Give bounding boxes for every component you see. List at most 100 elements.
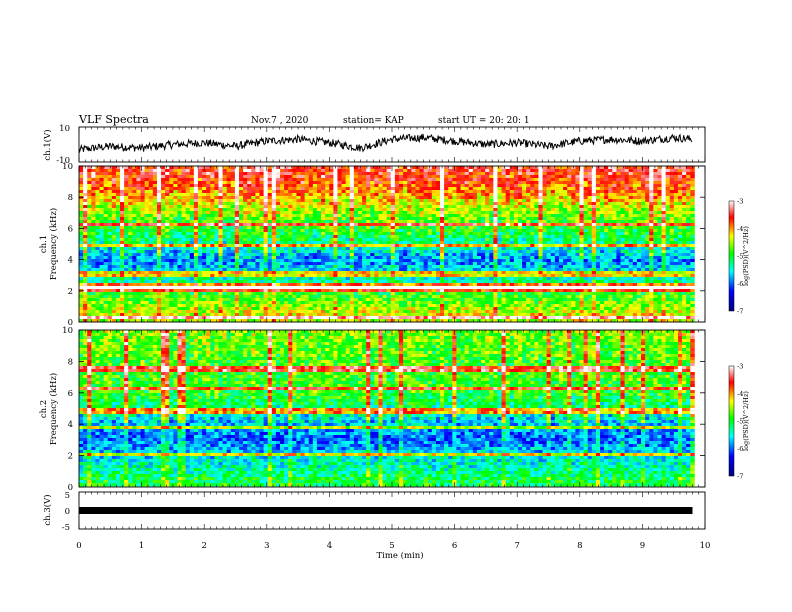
spectrogram-cell — [423, 229, 429, 233]
spectrogram-cell — [686, 214, 691, 218]
spectrogram-cell — [325, 181, 330, 185]
spectrogram-cell — [263, 220, 269, 224]
spectrogram-cell — [316, 181, 322, 185]
spectrogram-cell — [497, 214, 502, 218]
spectrogram-cell — [128, 184, 133, 188]
spectrogram-cell — [243, 223, 248, 227]
spectrogram-cell — [226, 172, 232, 176]
spectrogram-cell — [415, 232, 420, 236]
spectrogram-cell — [468, 253, 474, 257]
spectrogram-cell — [497, 190, 502, 194]
spectrogram-cell — [509, 190, 515, 194]
spectrogram-cell — [107, 235, 113, 239]
spectrogram-cell — [440, 259, 445, 263]
spectrogram-cell — [632, 220, 638, 224]
spectrogram-cell — [79, 262, 84, 266]
spectrogram-cell — [464, 184, 470, 188]
spectrogram-cell — [563, 202, 568, 206]
spectrogram-cell — [686, 241, 691, 245]
spectrogram-cell — [374, 214, 379, 218]
spectrogram-cell — [206, 199, 211, 203]
spectrogram-cell — [132, 250, 137, 254]
spectrogram-cell — [595, 205, 601, 209]
spectrogram-cell — [156, 187, 162, 191]
spectrogram-cell — [353, 259, 359, 263]
spectrogram-cell — [509, 217, 515, 221]
spectrogram-cell — [284, 247, 289, 251]
spectrogram-cell — [124, 184, 129, 188]
spectrogram-cell — [173, 238, 178, 242]
spectrogram-cell — [374, 199, 379, 203]
spectrogram-cell — [214, 235, 219, 239]
spectrogram-cell — [669, 181, 675, 185]
spectrogram-cell — [115, 262, 121, 266]
spectrogram-cell — [534, 214, 539, 218]
spectrogram-cell — [526, 172, 531, 176]
spectrogram-cell — [374, 256, 379, 260]
spectrogram-cell — [366, 253, 371, 257]
spectrogram-cell — [653, 253, 658, 257]
spectrogram-cell — [407, 187, 412, 191]
spectrogram-cell — [390, 172, 396, 176]
spectrogram-cell — [567, 250, 572, 254]
spectrogram-cell — [448, 187, 453, 191]
spectrogram-cell — [161, 250, 166, 254]
spectrogram-cell — [341, 193, 347, 197]
spectrogram-cell — [357, 229, 363, 233]
spectrogram-cell — [161, 223, 166, 227]
spectrogram-cell — [115, 217, 121, 221]
spectrogram-cell — [243, 232, 248, 236]
spectrogram-cell — [567, 220, 572, 224]
spectrogram-cell — [595, 175, 601, 179]
spectrogram-cell — [128, 229, 133, 233]
spectrogram-cell — [448, 244, 453, 248]
spectrogram-cell — [476, 259, 482, 263]
spectrogram-cell — [255, 262, 260, 266]
spectrogram-cell — [665, 223, 671, 227]
spectrogram-cell — [501, 217, 507, 221]
spectrogram-cell — [275, 232, 281, 236]
spectrogram-cell — [657, 238, 662, 242]
spectrogram-cell — [111, 223, 117, 227]
spectrogram-cell — [107, 226, 113, 230]
spectrogram-cell — [107, 259, 113, 263]
spectrogram-cell — [255, 256, 260, 260]
spectrogram-cell — [243, 253, 248, 257]
spectrogram-cell — [501, 250, 507, 254]
spectrogram-cell — [481, 199, 486, 203]
spectrogram-cell — [83, 256, 88, 260]
spectrogram-cell — [234, 256, 240, 260]
spectrogram-cell — [247, 241, 252, 245]
spectrogram-cell — [431, 172, 437, 176]
spectrogram-cell — [522, 244, 527, 248]
spectrogram-cell — [210, 208, 215, 212]
spectrogram-cell — [321, 247, 326, 251]
spectrogram-cell — [275, 256, 281, 260]
spectrogram-cell — [99, 217, 105, 221]
spectrogram-cell — [686, 262, 691, 266]
spectrogram-cell — [300, 169, 306, 173]
spectrogram-cell — [349, 262, 355, 266]
spectrogram-cell — [202, 229, 207, 233]
spectrogram-cell — [370, 223, 375, 227]
spectrogram-cell — [321, 208, 326, 212]
spectrogram-cell — [505, 193, 511, 197]
spectrogram-cell — [575, 199, 580, 203]
spectrogram-cell — [440, 184, 445, 188]
spectrogram-cell — [304, 241, 310, 245]
spectrogram-cell — [357, 178, 363, 182]
spectrogram-cell — [124, 211, 129, 215]
spectrogram-cell — [325, 241, 330, 245]
spectrogram-cell — [386, 256, 392, 260]
spectrogram-cell — [148, 193, 154, 197]
spectrogram-cell — [505, 217, 511, 221]
spectrogram-cell — [140, 196, 146, 200]
spectrogram-cell — [128, 265, 133, 269]
spectrogram-cell — [682, 214, 687, 218]
spectrogram-cell — [542, 229, 548, 233]
spectrogram-cell — [308, 244, 314, 248]
spectrogram-cell — [247, 196, 252, 200]
spectrogram-cell — [214, 220, 219, 224]
spectrogram-cell — [407, 175, 412, 179]
spectrogram-cell — [214, 241, 219, 245]
